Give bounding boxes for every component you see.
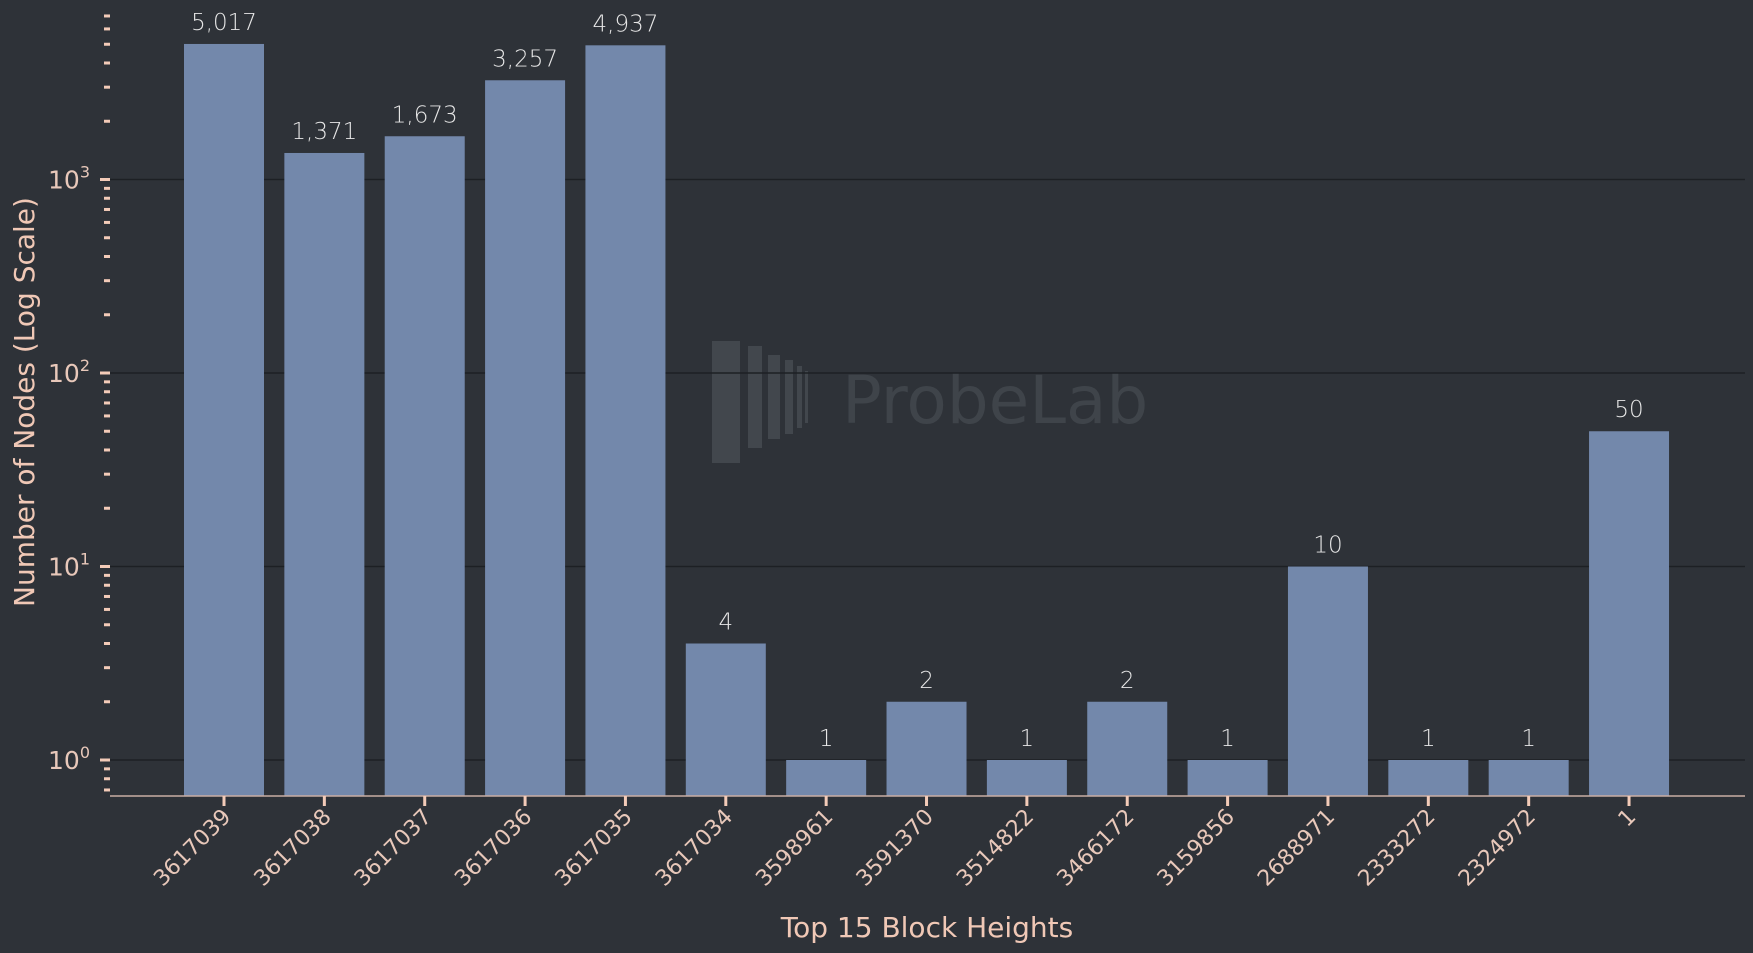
bar — [685, 643, 766, 796]
bar — [886, 701, 967, 796]
value-label: 5,017 — [191, 10, 257, 36]
x-tick-label: 1 — [1614, 805, 1642, 833]
bar — [585, 45, 666, 797]
bar — [1187, 760, 1268, 796]
x-tick-label: 3617034 — [651, 805, 738, 892]
value-label: 3,257 — [492, 46, 558, 72]
bar — [1388, 760, 1469, 796]
bar — [184, 43, 264, 797]
y-tick-label: 101 — [48, 550, 90, 582]
y-axis: 100 101 102 103 — [48, 14, 110, 792]
value-label: 2 — [1120, 668, 1135, 694]
value-label: 1 — [1220, 726, 1235, 752]
value-label: 1 — [1521, 726, 1536, 752]
x-tick-label: 2333272 — [1354, 805, 1441, 892]
x-tick-label: 3159856 — [1153, 805, 1240, 892]
y-tick-label: 100 — [48, 743, 90, 775]
bar — [786, 760, 867, 796]
x-axis: 3617039 3617038 3617037 3617036 3617035 36170… — [110, 795, 1745, 892]
probelab-logo-icon — [712, 341, 808, 463]
bars: 5,017 1,371 1,673 3,257 4,937 4 1 2 1 2 1 10 1 1 50 — [184, 10, 1670, 797]
probelab-watermark: ProbeLab — [712, 341, 1148, 463]
bar — [384, 136, 465, 796]
y-tick-label: 102 — [48, 356, 90, 388]
bar — [986, 760, 1067, 796]
value-label: 1,673 — [392, 102, 458, 128]
value-label: 4 — [718, 610, 733, 636]
value-label: 4,937 — [593, 11, 659, 37]
x-tick-label: 3514822 — [952, 805, 1039, 892]
bar — [1087, 701, 1168, 796]
x-tick-label: 2324972 — [1454, 805, 1541, 892]
x-tick-label: 3617035 — [551, 805, 638, 892]
value-label: 50 — [1614, 397, 1643, 423]
y-axis-title: Number of Nodes (Log Scale) — [8, 197, 41, 607]
x-axis-title: Top 15 Block Heights — [780, 911, 1073, 944]
x-tick-label: 3617037 — [350, 805, 437, 892]
bar — [1488, 760, 1569, 796]
bar — [284, 152, 365, 796]
value-label: 1 — [1020, 726, 1035, 752]
gridlines — [110, 178, 1745, 761]
x-tick-label: 3591370 — [852, 805, 939, 892]
bar — [485, 80, 566, 796]
x-tick-label: 3617039 — [149, 805, 236, 892]
x-tick-label: 3617038 — [250, 805, 337, 892]
x-tick-label: 3598961 — [751, 805, 838, 892]
value-label: 1 — [819, 726, 834, 752]
x-tick-label: 2688971 — [1253, 805, 1340, 892]
x-tick-label: 3466172 — [1053, 805, 1140, 892]
value-label: 1,371 — [291, 119, 357, 145]
x-tick-label: 3617036 — [450, 805, 537, 892]
value-label: 1 — [1421, 726, 1436, 752]
value-label: 10 — [1313, 533, 1342, 559]
y-tick-label: 103 — [48, 163, 90, 195]
bar — [1287, 566, 1368, 796]
value-label: 2 — [919, 668, 934, 694]
watermark-text: ProbeLab — [842, 362, 1148, 439]
bar — [1589, 431, 1670, 796]
